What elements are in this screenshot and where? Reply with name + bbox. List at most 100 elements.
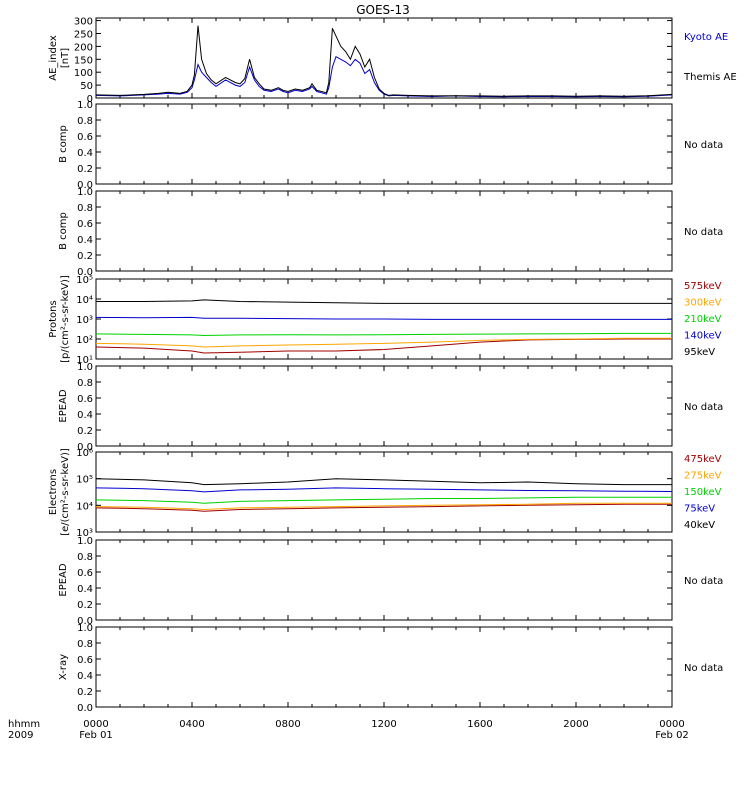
panel-4-protons: 10¹ 10² 10³ 10⁴ 10⁵ Protons [p/(cm²-s-sr-keV)]… <box>48 275 722 366</box>
y-tick-label: 1.0 <box>77 187 93 198</box>
legend-entry: 300keV <box>684 298 722 309</box>
series-line <box>95 55 673 98</box>
y-tick-label: 0.0 <box>77 703 93 714</box>
legend-entry: 75keV <box>684 504 715 515</box>
y-tick-label: 0.4 <box>77 235 93 246</box>
time-axis: hhmm 2009 0000 0400 0800 1200 1600 2000 0000Fe… <box>8 719 689 741</box>
date-label: Feb 01 <box>79 730 113 741</box>
legend-themis-ae: Themis AE <box>683 72 737 83</box>
y-axis-label: [nT] <box>60 48 71 68</box>
y-tick-label: 0.4 <box>77 410 93 421</box>
no-data-label: No data <box>684 663 723 674</box>
y-tick-label: 0.8 <box>77 639 93 650</box>
figure-title: GOES-13 <box>356 3 410 17</box>
y-axis-label: B comp <box>58 125 69 163</box>
y-tick-label: 0.2 <box>77 600 93 611</box>
y-tick-label: 10⁶ <box>76 448 93 459</box>
y-tick-label: 0.6 <box>77 655 93 666</box>
series-line <box>95 316 672 320</box>
no-data-label: No data <box>684 402 723 413</box>
y-axis-label: X-ray <box>58 654 69 680</box>
panel-frame <box>95 451 673 533</box>
y-tick-label: 0.8 <box>77 378 93 389</box>
y-tick-label: 0.4 <box>77 584 93 595</box>
x-tick-label: 2000 <box>563 719 588 730</box>
x-tick-label: 0000 <box>83 719 108 730</box>
y-axis-label: [e/(cm²-s-sr-keV)] <box>60 448 71 536</box>
y-tick-label: 250 <box>74 29 93 40</box>
panel-frame <box>95 626 673 708</box>
y-tick-label: 10⁴ <box>76 295 93 306</box>
x-tick-label: 0800 <box>275 719 300 730</box>
series-line <box>95 337 672 348</box>
panel-frame <box>95 365 673 447</box>
series-line <box>95 502 672 511</box>
series-line <box>95 503 672 512</box>
y-tick-label: 1.0 <box>77 623 93 634</box>
y-tick-label: 0.8 <box>77 203 93 214</box>
y-axis-label: Protons <box>48 300 59 337</box>
panel-6-electrons: 10³ 10⁴ 10⁵ 10⁶ Electrons [e/(cm²-s-sr-keV)] 4… <box>48 448 722 539</box>
series-line <box>95 478 672 486</box>
legend-entry: 95keV <box>684 347 715 358</box>
y-tick-label: 1.0 <box>77 100 93 111</box>
y-tick-label: 0.6 <box>77 394 93 405</box>
y-tick-label: 200 <box>74 42 93 53</box>
y-tick-label: 0.0 <box>77 442 93 453</box>
no-data-label: No data <box>684 227 723 238</box>
y-axis-label: Electrons <box>48 469 59 515</box>
panel-frame <box>95 103 673 185</box>
date-label: Feb 02 <box>655 730 689 741</box>
y-tick-label: 0.4 <box>77 671 93 682</box>
panel-7-empty: 0.0 0.2 0.4 0.6 0.8 1.0 EPEAD No data <box>58 536 723 627</box>
legend-entry: 575keV <box>684 281 722 292</box>
y-tick-label: 0.0 <box>77 267 93 278</box>
y-axis-label: EPEAD <box>58 389 69 423</box>
y-tick-label: 10² <box>76 335 93 346</box>
y-tick-label: 0.6 <box>77 219 93 230</box>
y-tick-label: 10³ <box>76 528 93 539</box>
y-tick-label: 10⁴ <box>76 501 93 512</box>
x-tick-label: 1600 <box>467 719 492 730</box>
series-line <box>95 487 673 493</box>
y-tick-label: 10⁵ <box>76 275 93 286</box>
y-axis-label: B comp <box>58 212 69 250</box>
year-label: 2009 <box>8 730 33 741</box>
legend-entry: 210keV <box>684 314 722 325</box>
x-tick-label: 0400 <box>179 719 204 730</box>
panel-2-empty: 0.0 0.2 0.4 0.6 0.8 1.0 B comp No data <box>58 100 723 191</box>
series-line <box>96 299 672 304</box>
y-tick-label: 0 <box>87 94 93 105</box>
y-tick-label: 0.4 <box>77 148 93 159</box>
y-tick-label: 0.0 <box>77 616 93 627</box>
y-tick-label: 0.2 <box>77 426 93 437</box>
y-tick-label: 0.6 <box>77 132 93 143</box>
no-data-label: No data <box>684 140 723 151</box>
y-tick-label: 300 <box>74 17 93 28</box>
y-tick-label: 1.0 <box>77 362 93 373</box>
y-tick-label: 150 <box>74 55 93 66</box>
y-axis-label: EPEAD <box>58 563 69 597</box>
no-data-label: No data <box>684 576 723 587</box>
hhmm-label: hhmm <box>8 719 40 730</box>
y-tick-label: 10¹ <box>76 355 93 366</box>
panel-5-empty: 0.0 0.2 0.4 0.6 0.8 1.0 EPEAD No data <box>58 362 723 453</box>
panel-frame <box>95 539 673 621</box>
x-tick-label: 1200 <box>371 719 396 730</box>
panel-frame <box>95 17 673 99</box>
legend-kyoto-ae: Kyoto AE <box>684 32 728 43</box>
y-tick-label: 0.2 <box>77 687 93 698</box>
y-tick-label: 50 <box>80 81 93 92</box>
y-tick-label: 10³ <box>76 315 93 326</box>
y-tick-label: 0.2 <box>77 251 93 262</box>
legend-entry: 275keV <box>684 471 722 482</box>
series-line <box>95 332 672 337</box>
y-axis-label: AE_index <box>48 35 59 81</box>
y-tick-label: 1.0 <box>77 536 93 547</box>
y-tick-label: 0.2 <box>77 164 93 175</box>
y-axis-label: [p/(cm²-s-sr-keV)] <box>60 275 71 363</box>
y-tick-label: 10⁵ <box>76 475 93 486</box>
